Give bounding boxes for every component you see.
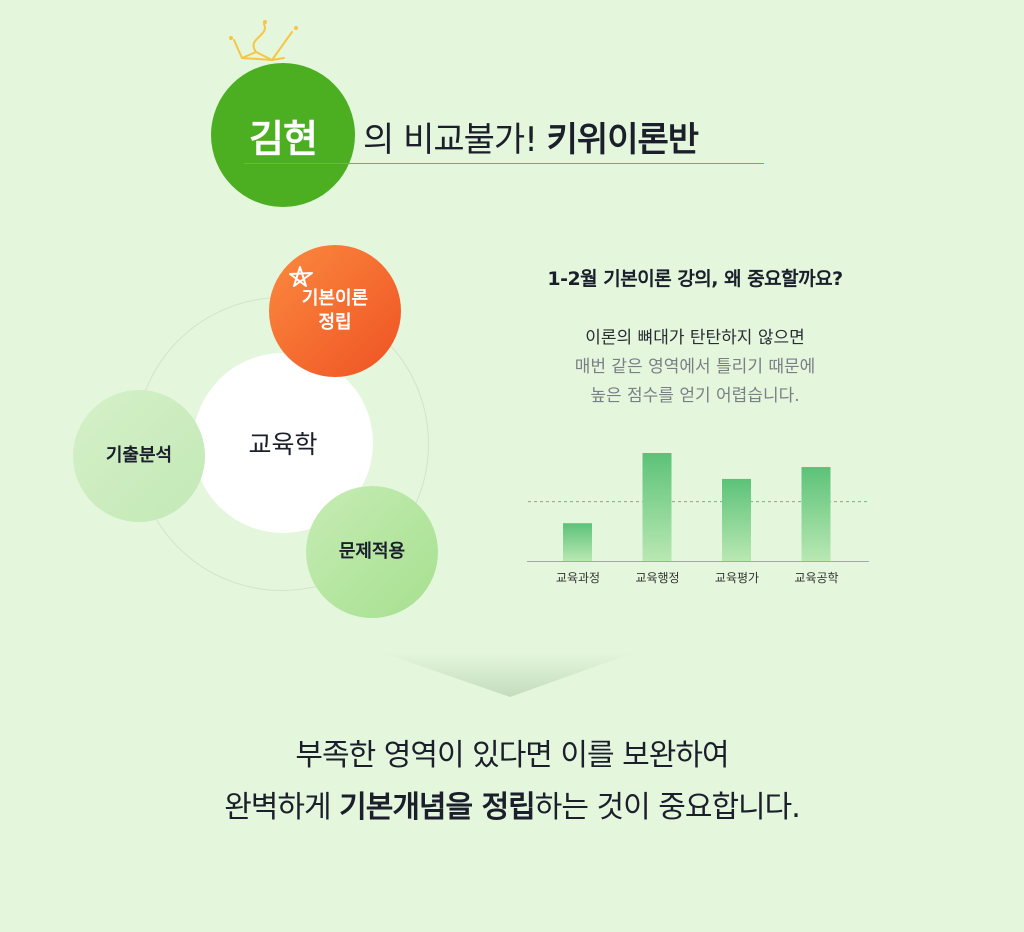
node-label: 기출분석 [105, 445, 173, 466]
bar-교육행정 [642, 453, 672, 561]
explanation-line: 매번 같은 영역에서 틀리기 때문에 [574, 357, 816, 377]
x-tick-label: 교육평가 [715, 571, 759, 585]
node-application: 문제적용 [306, 486, 438, 618]
node-past-exam: 기출분석 [73, 390, 205, 522]
instructor-name: 김현 [249, 117, 318, 161]
x-tick-label: 교육공학 [794, 571, 838, 585]
conclusion: 부족한 영역이 있다면 이를 보완하여 완벽하게 기본개념을 정립하는 것이 중… [0, 730, 1024, 834]
bar-chart: 교육과정 교육행정 교육평가 교육공학 [527, 453, 869, 585]
star-icon [289, 266, 313, 287]
bar-교육과정 [563, 523, 592, 561]
node-label: 문제적용 [338, 541, 406, 562]
question-heading: 1-2월 기본이론 강의, 왜 중요할까요? [547, 268, 843, 290]
emphasis: 기본개념을 정립 [339, 790, 536, 825]
instructor-badge [211, 63, 355, 207]
x-tick-label: 교육과정 [556, 571, 600, 585]
conclusion-line-2: 완벽하게 기본개념을 정립하는 것이 중요합니다. [0, 782, 1024, 834]
crown-icon [229, 20, 298, 62]
node-label: 정립 [318, 312, 352, 333]
explanation: 이론의 뼈대가 탄탄하지 않으면 매번 같은 영역에서 틀리기 때문에 높은 점… [480, 324, 910, 411]
center-label: 교육학 [248, 430, 318, 459]
page-title: 의 비교불가! 키위이론반 [363, 112, 699, 161]
title-underline [244, 163, 764, 164]
explanation-line: 높은 점수를 얻기 어렵습니다. [590, 386, 800, 406]
x-tick-label: 교육행정 [635, 570, 679, 585]
bar-교육평가 [722, 478, 751, 561]
explanation-line: 이론의 뼈대가 탄탄하지 않으면 [585, 328, 805, 348]
text: 하는 것이 중요합니다. [534, 790, 801, 825]
conclusion-line-1: 부족한 영역이 있다면 이를 보완하여 [295, 738, 729, 773]
node-label: 기본이론 [301, 288, 369, 309]
title-prefix: 의 비교불가! [363, 120, 547, 160]
bar-교육공학 [801, 467, 831, 561]
title-bold: 키위이론반 [546, 120, 699, 160]
text: 완벽하게 [224, 790, 340, 825]
arrow-down-shape [380, 652, 636, 697]
